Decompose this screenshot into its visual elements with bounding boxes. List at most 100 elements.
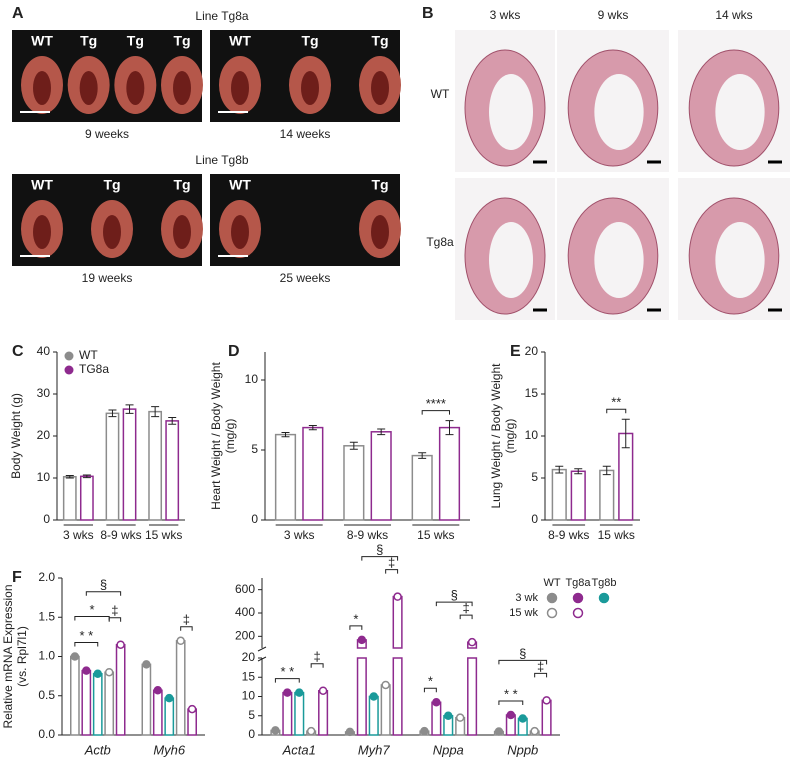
bar [356, 639, 367, 736]
bar [152, 689, 163, 736]
chamber [594, 74, 644, 150]
heart-chamber [301, 71, 319, 105]
significance-label: § [451, 588, 458, 603]
significance-bracket [361, 556, 399, 561]
heart-chamber [173, 215, 191, 249]
gene-label: Nppb [507, 742, 538, 757]
significance-bracket [435, 601, 473, 607]
heart-chamber [173, 71, 191, 105]
legend-label: TG8a [79, 362, 109, 376]
point [271, 726, 280, 735]
point [357, 635, 367, 645]
significance-bracket [310, 663, 324, 668]
gene-label: Myh7 [358, 742, 391, 757]
bar [370, 431, 392, 521]
photo-label: Tg [173, 33, 190, 49]
point [142, 660, 151, 669]
significance-bracket [85, 591, 122, 596]
legend-column: WT [543, 577, 560, 589]
photo-label: Tg [80, 33, 97, 49]
significance-bracket [534, 672, 548, 678]
bar [343, 445, 365, 521]
point [295, 688, 304, 697]
x-tick-label: 15 wks [145, 528, 182, 542]
point [318, 686, 328, 695]
point [432, 698, 441, 707]
significance-bracket [385, 569, 399, 574]
heart-chamber [79, 71, 98, 105]
y-axis-label: Body Weight (g) [9, 393, 23, 479]
y-tick-label: 400 [235, 605, 255, 619]
point [187, 704, 197, 714]
bar [541, 699, 552, 736]
y-tick-label: 10 [525, 428, 539, 442]
bar [165, 420, 180, 521]
legend-row: 15 wk [509, 607, 538, 619]
point [93, 669, 102, 679]
y-tick-label: 0 [248, 727, 255, 741]
legend-marker [572, 592, 584, 604]
panel-label: F [12, 569, 22, 586]
heart-chamber [126, 71, 145, 105]
y-axis-label: Relative mRNA Expression [1, 584, 15, 728]
bar [104, 671, 115, 736]
bar [70, 655, 80, 736]
y-axis-label: (vs. Rpl7l1) [15, 626, 29, 687]
row-label: Tg8a [426, 235, 454, 249]
photo-label: WT [31, 33, 53, 49]
significance-label: ** [611, 395, 621, 410]
x-tick-label: 8-9 wks [100, 528, 141, 542]
y-tick-label: 5 [248, 708, 255, 722]
point [494, 727, 504, 736]
photo-caption: 25 weeks [280, 271, 331, 285]
point [542, 696, 551, 705]
bar [175, 640, 186, 736]
y-tick-label: 1.5 [38, 609, 55, 623]
legend-marker [572, 607, 584, 619]
point [116, 640, 125, 649]
significance-label: * * [79, 628, 93, 643]
bar [318, 689, 329, 736]
point [345, 727, 355, 737]
bar [274, 433, 297, 521]
error-bar [151, 406, 160, 418]
panel-label: C [12, 343, 24, 360]
heart-chamber [33, 71, 51, 105]
gene-label: Actb [84, 742, 111, 757]
error-bar [281, 432, 290, 438]
column-header: 3 wks [490, 8, 521, 22]
significance-bracket [74, 642, 99, 647]
point [165, 693, 174, 703]
point [455, 713, 465, 722]
point [104, 667, 114, 677]
legend-marker [546, 592, 558, 604]
bar [467, 641, 478, 736]
legend-row: 3 wk [515, 592, 538, 604]
legend-marker [64, 365, 74, 375]
significance-label: * * [280, 664, 294, 679]
y-tick-label: 0.5 [38, 688, 55, 702]
y-tick-label: 30 [37, 386, 51, 400]
photo-caption: 19 weeks [82, 271, 133, 285]
significance-label: * * [504, 686, 518, 701]
column-header: 14 wks [715, 8, 752, 22]
chamber [489, 74, 533, 150]
error-bar [602, 465, 611, 476]
legend-label: WT [79, 348, 98, 362]
row-label: WT [431, 87, 450, 101]
x-tick-label: 8-9 wks [548, 528, 589, 542]
bar [62, 475, 77, 521]
bar [380, 684, 391, 736]
bar [438, 426, 461, 521]
y-tick-label: 0.0 [38, 727, 55, 741]
x-tick-label: 3 wks [63, 528, 94, 542]
bar [302, 426, 324, 521]
error-bar [445, 420, 454, 436]
panel-label: E [510, 343, 521, 360]
y-axis-label: Lung Weight / Body Weight [489, 363, 503, 509]
point [420, 726, 429, 736]
error-bar [82, 474, 91, 479]
x-tick-label: 8-9 wks [347, 528, 388, 542]
bar [164, 697, 175, 736]
y-tick-label: 600 [235, 582, 255, 596]
